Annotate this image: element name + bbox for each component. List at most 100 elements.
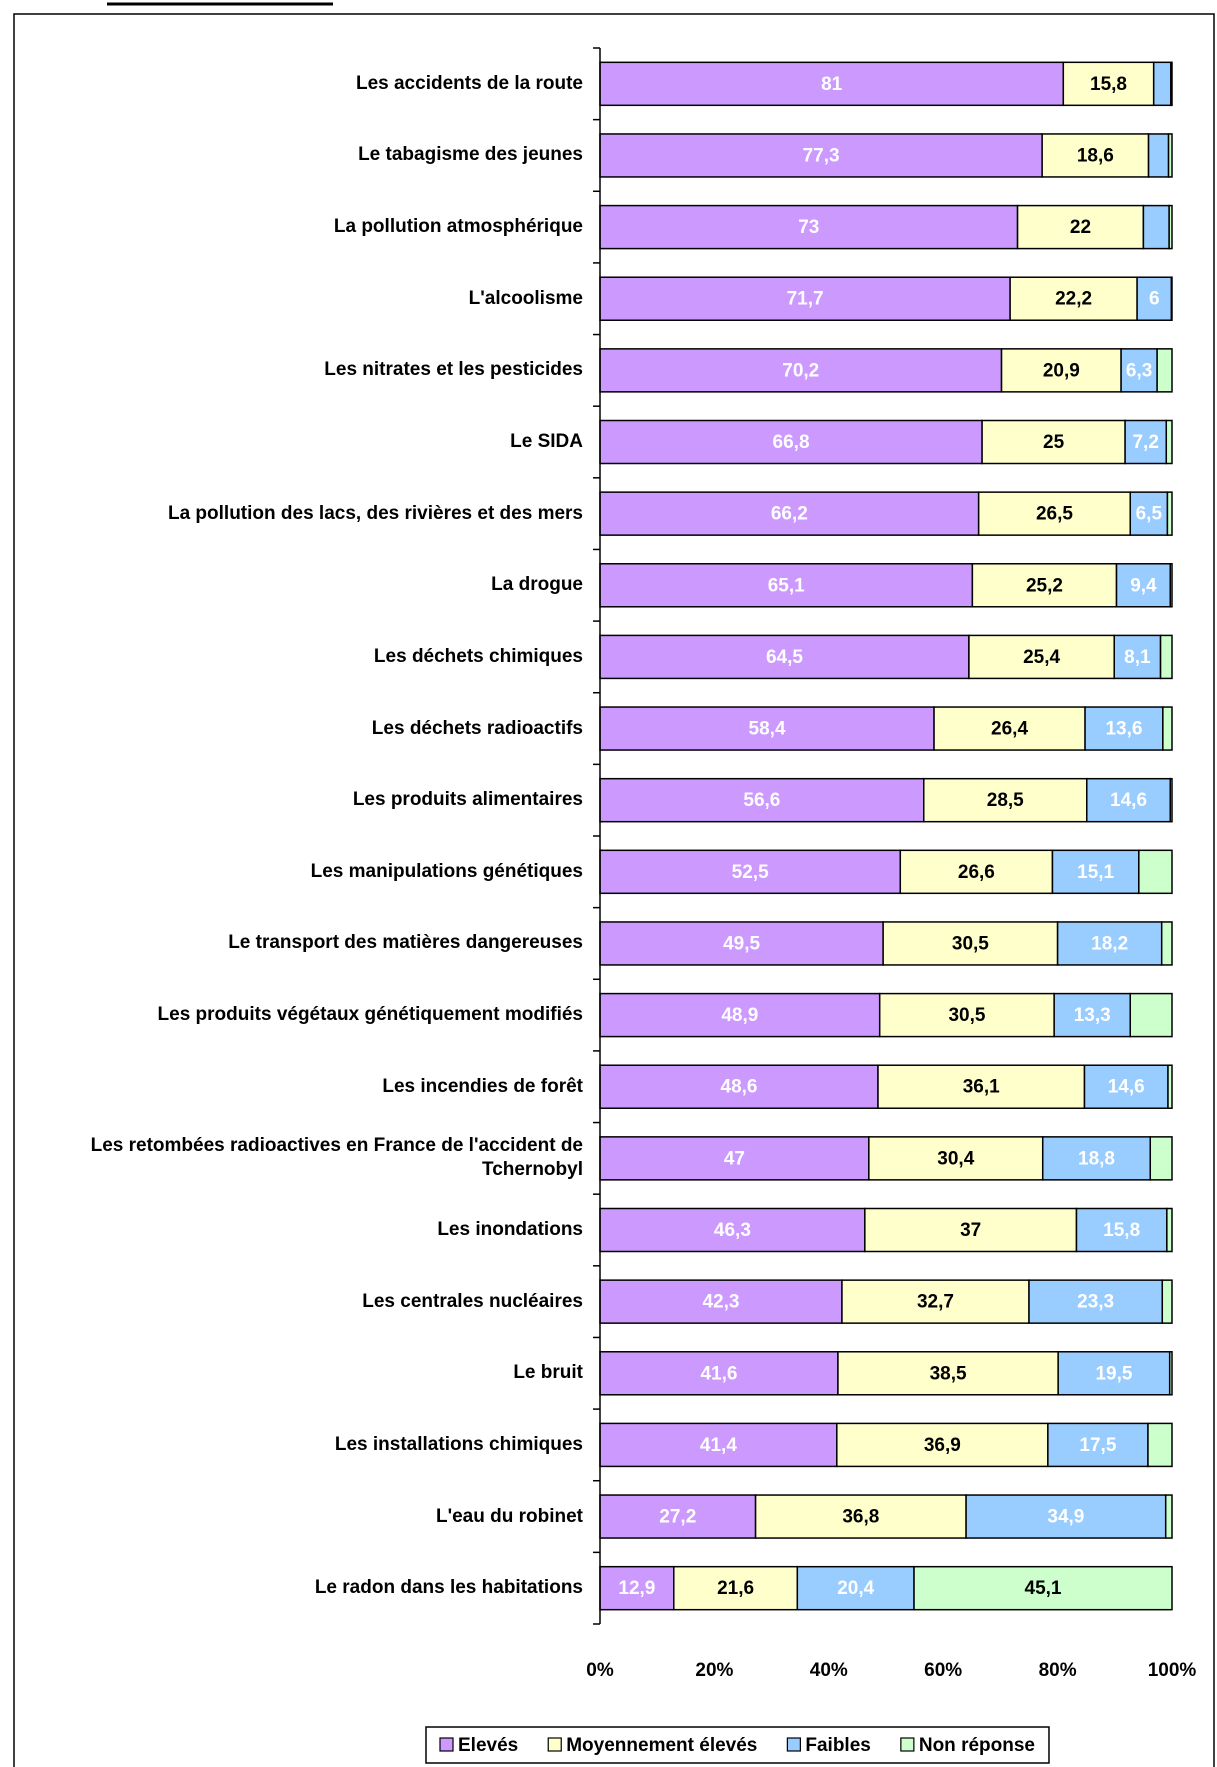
category-label: Le bruit: [513, 1362, 583, 1384]
data-label: 22,2: [1055, 289, 1092, 310]
data-label: 56,6: [743, 790, 780, 811]
category-label: Les accidents de la route: [355, 72, 583, 94]
bar-segment: [1136, 276, 1173, 321]
data-label: 27,2: [659, 1507, 696, 1528]
bar-segment: [977, 491, 1131, 536]
bar-segment: [754, 1494, 967, 1539]
x-tick-label: 80%: [1039, 1660, 1077, 1681]
data-label: 21,6: [717, 1578, 754, 1599]
data-label: 52,5: [732, 862, 769, 883]
data-label: 77,3: [803, 145, 840, 166]
data-label: 30,4: [937, 1148, 974, 1169]
data-label: 42,3: [702, 1292, 739, 1313]
data-label: 81: [821, 74, 843, 95]
legend-label: Faibles: [805, 1735, 870, 1756]
data-label: 47: [724, 1148, 745, 1169]
data-label: 13,6: [1105, 719, 1142, 740]
data-label: 73: [798, 217, 819, 238]
data-label: 30,5: [948, 1005, 985, 1026]
bar-segment: [899, 849, 1054, 895]
data-label: 28,5: [987, 790, 1024, 811]
data-label: 70,2: [782, 360, 819, 381]
category-label: Les incendies de forêt: [382, 1075, 583, 1097]
category-label: Les déchets chimiques: [373, 645, 583, 667]
bar-segment: [1120, 348, 1158, 393]
data-label: 66,8: [773, 432, 810, 453]
data-label: 26,6: [958, 862, 995, 883]
bar-segment: [1165, 419, 1173, 465]
bar-segment: [1170, 276, 1173, 321]
data-label: 41,4: [700, 1435, 737, 1456]
data-label: 8,1: [1124, 647, 1151, 668]
bar-segment: [1161, 1279, 1173, 1324]
x-tick-label: 40%: [810, 1660, 848, 1681]
data-label: 66,2: [771, 504, 808, 525]
category-label: Le radon dans les habitations: [314, 1577, 583, 1599]
bar-segment: [1056, 921, 1163, 966]
data-label: 23,3: [1077, 1292, 1114, 1313]
bar-segment: [1041, 1136, 1152, 1181]
data-label: 13,3: [1074, 1005, 1111, 1026]
bar-segment: [1041, 133, 1150, 178]
bar-segment: [1168, 204, 1173, 250]
bar-segment: [599, 1565, 675, 1611]
bar-segment: [599, 1064, 879, 1109]
bar-segment: [1051, 849, 1140, 895]
x-tick-label: 100%: [1148, 1660, 1197, 1681]
bar-segment: [1168, 1351, 1173, 1396]
category-label: Les produits végétaux génétiquement modi…: [157, 1004, 583, 1026]
chart-frame: [13, 13, 1215, 1767]
data-label: 48,9: [721, 1005, 758, 1026]
category-label: Le tabagisme des jeunes: [358, 144, 583, 166]
category-label: Les retombées radioactives en France de …: [90, 1135, 583, 1181]
legend-swatch: [439, 1737, 454, 1752]
bar-segment: [1062, 61, 1155, 107]
category-label: La pollution des lacs, des rivières et d…: [167, 502, 583, 524]
bar-segment: [868, 1136, 1044, 1181]
bar-segment: [864, 1207, 1078, 1253]
data-label: 65,1: [768, 575, 805, 596]
data-label: 6,5: [1136, 504, 1163, 525]
category-label: La pollution atmosphérique: [333, 216, 583, 238]
bar-segment: [1009, 276, 1138, 321]
legend-label: Elevés: [458, 1735, 518, 1756]
data-label: 36,1: [963, 1077, 1000, 1098]
legend-swatch: [900, 1737, 915, 1752]
bar-segment: [1124, 419, 1168, 465]
bar-segment: [1138, 849, 1173, 895]
bar-segment: [877, 1064, 1086, 1109]
data-label: 19,5: [1095, 1363, 1132, 1384]
bar-segment: [599, 849, 902, 895]
category-label: Le transport des matières dangereuses: [228, 932, 583, 954]
category-label: La drogue: [491, 574, 583, 596]
category-label: Les manipulations génétiques: [310, 860, 583, 882]
data-label: 41,6: [700, 1363, 737, 1384]
data-label: 18,8: [1078, 1148, 1115, 1169]
bar-segment: [1000, 348, 1122, 393]
data-label: 34,9: [1047, 1507, 1084, 1528]
bar-segment: [599, 1422, 838, 1468]
bar-segment: [1075, 1207, 1168, 1253]
bar-segment: [1167, 133, 1173, 178]
bar-segment: [1164, 1494, 1173, 1539]
data-label: 20,4: [837, 1578, 874, 1599]
bar-segment: [599, 1207, 866, 1253]
legend: Elevés Moyennement élevés Faibles Non répon…: [425, 1726, 1050, 1764]
legend-box: [425, 1726, 1050, 1764]
data-label: 58,4: [749, 719, 786, 740]
bar-segment: [1170, 61, 1173, 107]
data-label: 26,4: [991, 719, 1028, 740]
x-tick-label: 60%: [924, 1660, 962, 1681]
data-label: 25,2: [1026, 575, 1063, 596]
data-label: 14,6: [1110, 790, 1147, 811]
data-label: 48,6: [721, 1077, 758, 1098]
bar-segment: [599, 348, 1003, 393]
data-label: 45,1: [1025, 1578, 1062, 1599]
bar-segment: [1086, 777, 1172, 823]
category-label: Les centrales nucléaires: [362, 1290, 583, 1312]
data-label: 36,9: [924, 1435, 961, 1456]
legend-label: Non réponse: [919, 1735, 1035, 1756]
bar-segment: [1156, 348, 1173, 393]
data-label: 22: [1070, 217, 1091, 238]
bar-segment: [599, 1351, 839, 1396]
